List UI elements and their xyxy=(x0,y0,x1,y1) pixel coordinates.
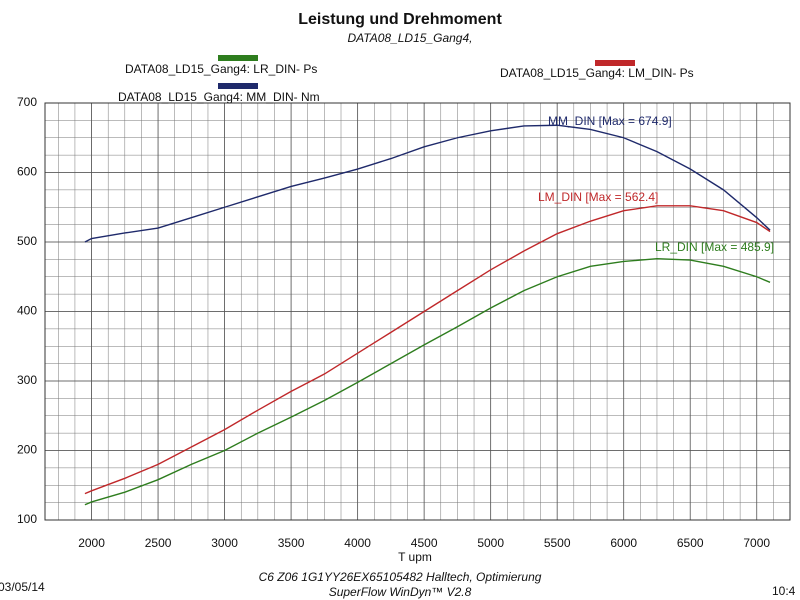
series-line xyxy=(84,124,771,243)
footer-software: SuperFlow WinDyn™ V2.8 xyxy=(329,585,472,599)
x-tick-label: 5500 xyxy=(544,536,571,550)
x-tick-label: 2000 xyxy=(78,536,105,550)
y-tick-label: 700 xyxy=(17,95,37,109)
annotation: MM_DIN [Max = 674.9] xyxy=(548,114,672,128)
annotation: LM_DIN [Max = 562.4] xyxy=(538,190,658,204)
footer-vehicle: C6 Z06 1G1YY26EX65105482 Halltech, Optim… xyxy=(259,570,542,584)
x-tick-label: 6500 xyxy=(677,536,704,550)
legend-label: DATA08_LD15_Gang4: MM_DIN- Nm xyxy=(118,90,320,104)
plot-frame xyxy=(44,102,791,521)
y-tick-label: 300 xyxy=(17,373,37,387)
legend-swatch xyxy=(218,83,258,89)
x-tick-label: 4500 xyxy=(411,536,438,550)
footer-time: 10:4 xyxy=(772,584,796,598)
y-tick-label: 500 xyxy=(17,234,37,248)
x-tick-label: 6000 xyxy=(610,536,637,550)
x-tick-label: 3000 xyxy=(211,536,238,550)
annotation: LR_DIN [Max = 485.9] xyxy=(655,240,774,254)
legend-swatch xyxy=(218,55,258,61)
y-tick-label: 100 xyxy=(17,512,37,526)
legend-label: DATA08_LD15_Gang4: LR_DIN- Ps xyxy=(125,62,317,76)
x-tick-label: 3500 xyxy=(278,536,305,550)
x-tick-label: 4000 xyxy=(344,536,371,550)
x-axis-label: T upm xyxy=(398,550,432,564)
y-tick-label: 600 xyxy=(17,165,37,179)
footer-date: 03/05/14 xyxy=(0,580,45,594)
x-tick-label: 5000 xyxy=(477,536,504,550)
series-line xyxy=(84,205,771,495)
y-tick-label: 200 xyxy=(17,443,37,457)
series-line xyxy=(84,257,771,506)
x-tick-label: 2500 xyxy=(145,536,172,550)
x-tick-label: 7000 xyxy=(743,536,770,550)
chart-subtitle: DATA08_LD15_Gang4, xyxy=(348,31,473,45)
legend-swatch xyxy=(595,60,635,66)
chart-title: Leistung und Drehmoment xyxy=(298,11,502,28)
legend-label: DATA08_LD15_Gang4: LM_DIN- Ps xyxy=(500,66,694,80)
y-tick-label: 400 xyxy=(17,304,37,318)
